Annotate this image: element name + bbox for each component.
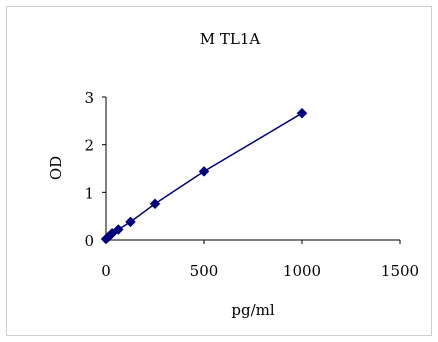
data-point-marker (198, 166, 210, 177)
chart-title: M TL1A (200, 30, 261, 48)
data-point-marker (112, 224, 124, 235)
x-tick-label: 500 (190, 262, 219, 280)
y-axis-label: OD (47, 156, 65, 180)
y-tick-label: 0 (84, 232, 94, 250)
chart-frame (6, 6, 432, 336)
series-layer (100, 107, 308, 245)
x-axis-label: pg/ml (231, 301, 274, 319)
y-tick-label: 3 (84, 89, 94, 107)
axes (102, 96, 401, 244)
x-tick-label: 1500 (381, 262, 419, 280)
data-point-marker (296, 107, 308, 119)
x-tick-label: 0 (101, 262, 111, 280)
tick-labels: 0 1 2 3 0 500 1000 1500 (84, 89, 419, 280)
x-tick-label: 1000 (283, 262, 321, 280)
data-point-marker (149, 198, 161, 210)
y-tick-label: 1 (84, 184, 94, 202)
data-point-marker (125, 216, 136, 228)
y-tick-label: 2 (84, 137, 94, 155)
